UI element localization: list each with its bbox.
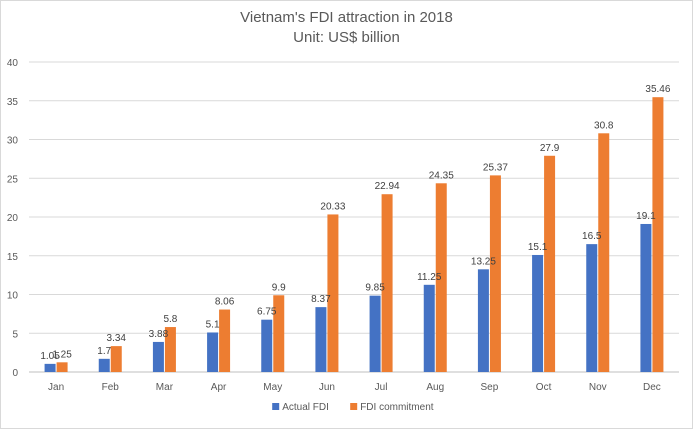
bar-actual-fdi — [315, 307, 327, 372]
y-tick-label: 0 — [12, 368, 18, 379]
data-label: 6.75 — [257, 307, 277, 318]
chart-subtitle: Unit: US$ billion — [293, 29, 400, 46]
bar-actual-fdi — [586, 244, 598, 372]
x-tick-label: Apr — [211, 382, 227, 393]
bar-actual-fdi — [369, 295, 381, 372]
data-label: 19.1 — [636, 211, 656, 222]
bar-actual-fdi — [207, 332, 219, 372]
bar-actual-fdi — [477, 269, 489, 372]
x-tick-label: Jul — [375, 382, 388, 393]
data-labels: 1.051.25 1.7 3.34 3.88 5.8 5.1 8.06 6.75 9.9 8.37… — [40, 84, 671, 362]
data-label: 35.46 — [645, 84, 670, 95]
bar-actual-fdi — [152, 341, 164, 372]
y-axis: 0 5 10 15 20 25 30 35 40 — [7, 58, 19, 379]
data-label: 11.25 — [417, 272, 442, 283]
legend-label: FDI commitment — [360, 402, 434, 413]
x-tick-label: Sep — [481, 382, 499, 393]
data-label: 15.1 — [528, 242, 548, 253]
data-label: 16.5 — [582, 231, 602, 242]
x-tick-label: Oct — [536, 382, 552, 393]
x-axis: Jan Feb Mar Apr May Jun Jul Aug Sep Oct Nov Dec — [48, 382, 661, 393]
gridlines — [29, 61, 679, 373]
bar-fdi-commitment — [110, 346, 122, 372]
data-label: 1.25 — [52, 349, 72, 360]
y-tick-label: 5 — [12, 329, 18, 340]
data-label: 8.06 — [215, 297, 235, 308]
data-label: 3.34 — [107, 333, 127, 344]
x-tick-label: Aug — [426, 382, 444, 393]
y-tick-label: 35 — [7, 97, 19, 108]
bar-fdi-commitment — [381, 194, 393, 372]
bar-fdi-commitment — [327, 214, 339, 372]
bar-fdi-commitment — [652, 97, 664, 372]
bar-fdi-commitment — [489, 175, 501, 372]
data-label: 20.33 — [320, 201, 345, 212]
data-label: 3.88 — [149, 329, 169, 340]
x-tick-label: Jun — [319, 382, 335, 393]
bar-actual-fdi — [44, 363, 56, 372]
bar-fdi-commitment — [544, 155, 556, 372]
y-tick-label: 40 — [7, 58, 19, 69]
bar-actual-fdi — [640, 223, 652, 372]
data-label: 8.37 — [311, 294, 331, 305]
bars — [44, 97, 664, 372]
data-label: 9.9 — [272, 282, 286, 293]
data-label: 5.8 — [163, 314, 177, 325]
bar-fdi-commitment — [164, 327, 176, 372]
bar-actual-fdi — [532, 254, 544, 372]
data-label: 30.8 — [594, 120, 614, 131]
bar-fdi-commitment — [435, 183, 447, 372]
data-label: 13.25 — [471, 256, 496, 267]
x-tick-label: Nov — [589, 382, 607, 393]
bar-actual-fdi — [261, 319, 273, 372]
data-label: 5.1 — [206, 319, 220, 330]
data-label: 22.94 — [375, 181, 400, 192]
bar-actual-fdi — [423, 284, 435, 372]
x-tick-label: Mar — [156, 382, 174, 393]
legend: Actual FDI FDI commitment — [272, 402, 434, 413]
legend-swatch — [272, 403, 280, 410]
bar-fdi-commitment — [56, 362, 68, 372]
x-tick-label: Feb — [102, 382, 120, 393]
data-label: 27.9 — [540, 143, 560, 154]
y-tick-label: 30 — [7, 136, 19, 147]
legend-swatch — [350, 403, 358, 410]
y-tick-label: 10 — [7, 291, 19, 302]
data-label: 1.7 — [97, 346, 111, 357]
bar-actual-fdi — [98, 358, 110, 372]
x-tick-label: May — [263, 382, 282, 393]
data-label: 9.85 — [365, 283, 385, 294]
x-tick-label: Dec — [643, 382, 661, 393]
y-tick-label: 15 — [7, 252, 19, 263]
x-tick-label: Jan — [48, 382, 64, 393]
data-label: 25.37 — [483, 162, 508, 173]
bar-fdi-commitment — [273, 295, 285, 372]
bar-fdi-commitment — [219, 309, 231, 372]
data-label: 24.35 — [429, 170, 454, 181]
chart-title: Vietnam's FDI attraction in 2018 — [240, 9, 453, 26]
bar-fdi-commitment — [598, 133, 610, 372]
y-tick-label: 20 — [7, 213, 19, 224]
y-tick-label: 25 — [7, 174, 19, 185]
legend-label: Actual FDI — [282, 402, 329, 413]
data-label: 1.05 — [40, 351, 60, 362]
